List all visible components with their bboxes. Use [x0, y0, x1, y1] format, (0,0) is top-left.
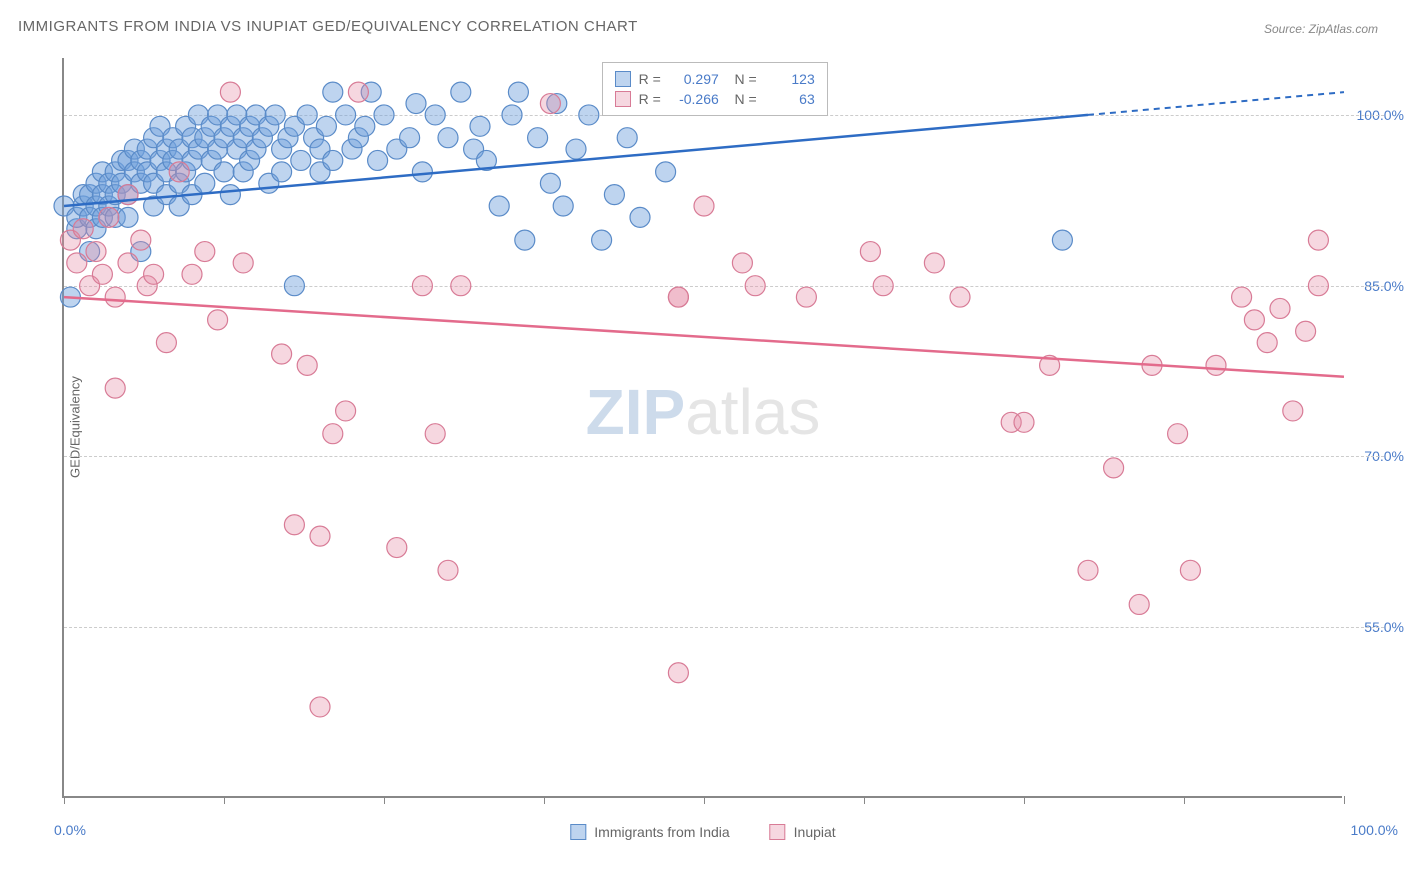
legend-label-series2: Inupiat	[794, 824, 836, 840]
legend-item-series1: Immigrants from India	[570, 824, 729, 840]
legend-swatch-series2	[770, 824, 786, 840]
corr-r-value-2: -0.266	[669, 91, 719, 107]
legend-label-series1: Immigrants from India	[594, 824, 729, 840]
corr-r-label: R =	[639, 91, 661, 107]
corr-row-series1: R = 0.297 N = 123	[615, 69, 815, 89]
corr-n-label: N =	[727, 71, 757, 87]
corr-row-series2: R = -0.266 N = 63	[615, 89, 815, 109]
corr-n-value-2: 63	[765, 91, 815, 107]
legend: Immigrants from India Inupiat	[570, 824, 835, 840]
x-axis-min-label: 0.0%	[54, 822, 86, 838]
legend-swatch-series1	[570, 824, 586, 840]
plot-area: GED/Equivalency 55.0%70.0%85.0%100.0% 0.…	[62, 58, 1342, 798]
legend-item-series2: Inupiat	[770, 824, 836, 840]
corr-r-value-1: 0.297	[669, 71, 719, 87]
corr-swatch-series2	[615, 91, 631, 107]
source-attribution: Source: ZipAtlas.com	[1264, 22, 1378, 36]
corr-r-label: R =	[639, 71, 661, 87]
scatter-svg	[64, 58, 1342, 796]
corr-swatch-series1	[615, 71, 631, 87]
correlation-box: R = 0.297 N = 123 R = -0.266 N = 63	[602, 62, 828, 116]
corr-n-value-1: 123	[765, 71, 815, 87]
corr-n-label: N =	[727, 91, 757, 107]
chart-title: IMMIGRANTS FROM INDIA VS INUPIAT GED/EQU…	[18, 18, 638, 35]
x-axis-max-label: 100.0%	[1351, 822, 1398, 838]
